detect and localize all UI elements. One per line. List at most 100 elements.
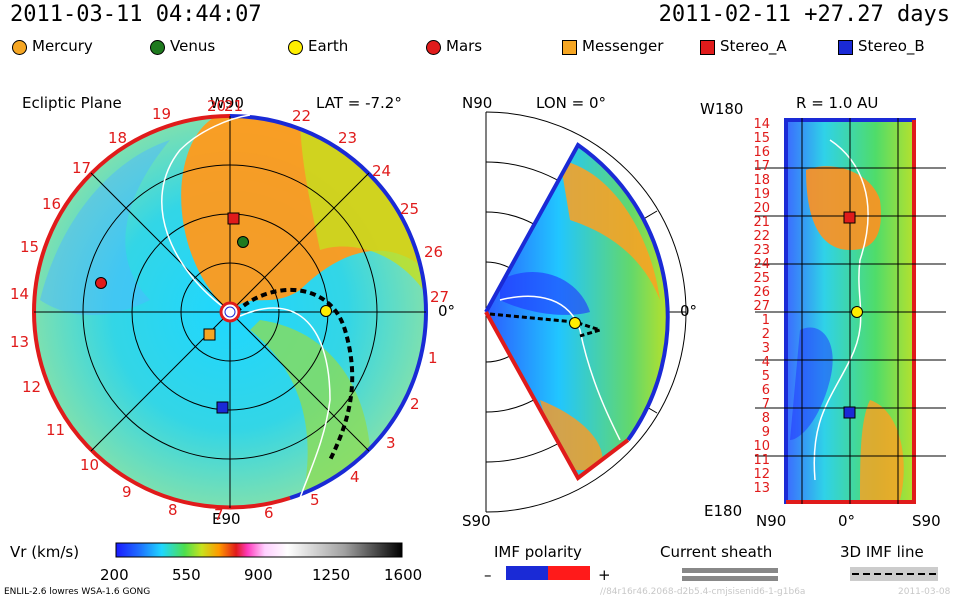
svg-text:17: 17 <box>753 159 770 174</box>
svg-text:23: 23 <box>753 243 770 258</box>
svg-text:10: 10 <box>753 439 770 454</box>
current-sheath-label: Current sheath <box>660 543 773 561</box>
svg-text:11: 11 <box>753 453 770 468</box>
radial-plot <box>755 118 946 504</box>
svg-text:6: 6 <box>264 504 274 522</box>
svg-text:16: 16 <box>753 145 770 160</box>
svg-text:14: 14 <box>10 285 29 303</box>
imf-polarity-label: IMF polarity <box>494 543 582 561</box>
svg-text:17: 17 <box>72 159 91 177</box>
svg-text:15: 15 <box>753 131 770 146</box>
svg-text:5: 5 <box>762 369 770 384</box>
svg-text:3: 3 <box>762 341 770 356</box>
svg-text:9: 9 <box>762 425 770 440</box>
ecliptic-top-label: W90 <box>210 94 244 112</box>
svg-text:20: 20 <box>207 97 226 115</box>
svg-text:8: 8 <box>762 411 770 426</box>
ecliptic-right-label: 0° <box>438 302 456 320</box>
venus-marker-icon <box>150 40 165 55</box>
svg-text:13: 13 <box>10 333 29 351</box>
imf-line-label: 3D IMF line <box>840 543 924 561</box>
meridional-lon: LON = 0° <box>536 94 606 112</box>
svg-text:2: 2 <box>762 327 770 342</box>
colorbar-tick-200: 200 <box>100 566 129 584</box>
svg-text:21: 21 <box>753 215 770 230</box>
radial-row-labels: 14 15 16 17 18 19 20 21 22 23 24 25 26 2… <box>753 117 770 496</box>
messenger-marker-icon <box>562 40 577 55</box>
svg-text:4: 4 <box>350 468 360 486</box>
svg-text:23: 23 <box>338 129 357 147</box>
svg-text:2: 2 <box>410 395 420 413</box>
svg-text:25: 25 <box>400 200 419 218</box>
ecliptic-bottom-label: E90 <box>212 510 241 528</box>
svg-text:13: 13 <box>753 481 770 496</box>
svg-text:11: 11 <box>46 421 65 439</box>
legend-mars: Mars <box>446 37 483 55</box>
svg-text:4: 4 <box>762 355 770 370</box>
colorbar-tick-900: 900 <box>244 566 273 584</box>
radial-x-right: S90 <box>912 512 941 530</box>
legend-messenger: Messenger <box>582 37 664 55</box>
imf-positive-swatch <box>548 566 590 580</box>
mars-marker-icon <box>426 40 441 55</box>
legend-stereo-b: Stereo_B <box>858 37 925 55</box>
svg-text:20: 20 <box>753 201 770 216</box>
svg-text:12: 12 <box>22 378 41 396</box>
earth-marker-icon <box>288 40 303 55</box>
svg-text:27: 27 <box>753 299 770 314</box>
radial-x-left: N90 <box>756 512 787 530</box>
legend-mercury: Mercury <box>32 37 93 55</box>
svg-text:6: 6 <box>762 383 770 398</box>
colorbar-label: Vr (km/s) <box>10 543 80 561</box>
run-date: 2011-03-08 <box>898 587 951 597</box>
imf-line-swatch <box>850 567 938 581</box>
legend-earth: Earth <box>308 37 349 55</box>
colorbar <box>115 542 403 558</box>
imf-minus: – <box>484 566 492 584</box>
legend-venus: Venus <box>170 37 216 55</box>
svg-text:26: 26 <box>424 243 443 261</box>
svg-text:5: 5 <box>310 491 320 509</box>
svg-text:7: 7 <box>214 506 224 524</box>
colorbar-tick-1600: 1600 <box>384 566 423 584</box>
current-sheath-swatch <box>682 568 778 581</box>
meridional-bottom-label: S90 <box>462 512 491 530</box>
svg-text:19: 19 <box>152 105 171 123</box>
svg-text:16: 16 <box>42 195 61 213</box>
svg-text:22: 22 <box>753 229 770 244</box>
svg-text:9: 9 <box>122 483 132 501</box>
svg-text:12: 12 <box>753 467 770 482</box>
imf-negative-swatch <box>506 566 548 580</box>
svg-text:26: 26 <box>753 285 770 300</box>
colorbar-tick-1250: 1250 <box>312 566 351 584</box>
stereo-a-marker-icon <box>700 40 715 55</box>
svg-text:3: 3 <box>386 434 396 452</box>
meridional-plot <box>484 111 687 513</box>
reference-time: 2011-02-11 +27.27 days <box>658 2 950 27</box>
svg-text:10: 10 <box>80 456 99 474</box>
radial-bottom-label: E180 <box>704 502 743 520</box>
svg-text:19: 19 <box>753 187 770 202</box>
svg-text:21: 21 <box>224 97 243 115</box>
carrington-labels: 20 21 19 18 17 16 15 14 13 12 11 10 9 8 … <box>10 97 449 524</box>
ecliptic-title: Ecliptic Plane <box>22 94 122 112</box>
svg-text:25: 25 <box>753 271 770 286</box>
svg-text:22: 22 <box>292 107 311 125</box>
model-version: ENLIL-2.6 lowres WSA-1.6 GONG <box>4 587 151 597</box>
stereo-b-marker-icon <box>838 40 853 55</box>
svg-text:18: 18 <box>108 129 127 147</box>
ecliptic-lat: LAT = -7.2° <box>316 94 402 112</box>
run-id: //84r16r46.2068-d2b5.4-cmjsisenid6-1-g1b… <box>600 587 806 597</box>
radial-x-mid: 0° <box>838 512 856 530</box>
colorbar-tick-550: 550 <box>172 566 201 584</box>
radial-top-label: W180 <box>700 100 744 118</box>
meridional-right-label: 0° <box>680 302 698 320</box>
meridional-top-label: N90 <box>462 94 493 112</box>
svg-text:14: 14 <box>753 117 770 132</box>
imf-plus: + <box>598 566 611 584</box>
svg-text:18: 18 <box>753 173 770 188</box>
svg-text:1: 1 <box>428 349 438 367</box>
radial-r-label: R = 1.0 AU <box>796 94 879 112</box>
svg-text:1: 1 <box>762 313 770 328</box>
